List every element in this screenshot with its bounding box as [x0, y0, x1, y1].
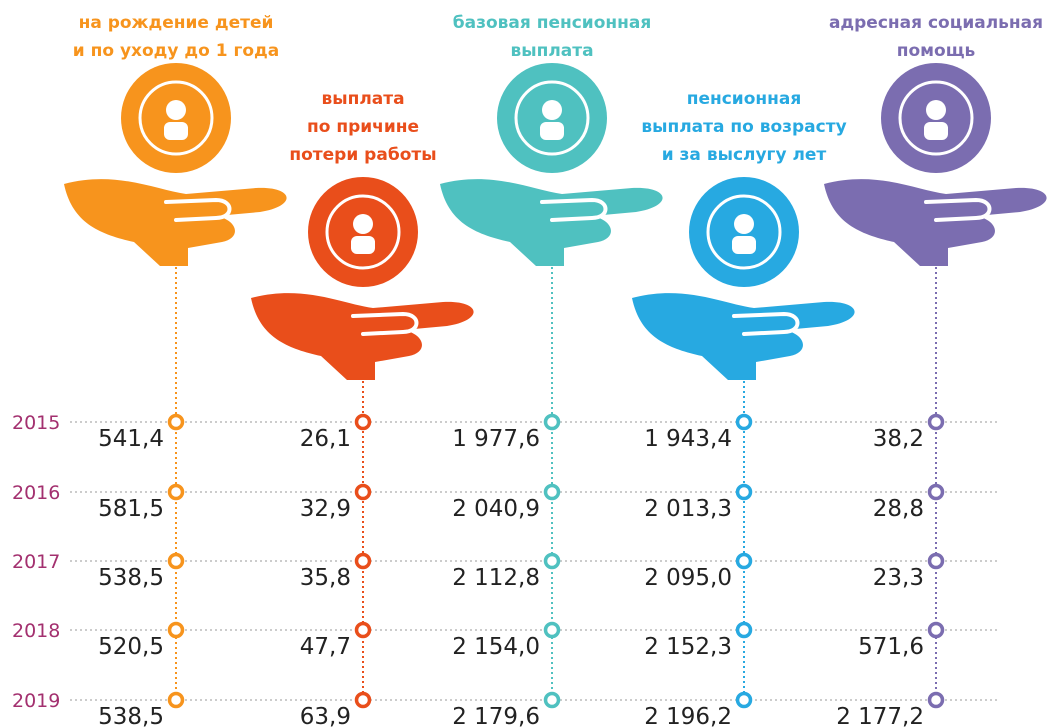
- row-marker: [357, 555, 370, 568]
- row-marker: [170, 694, 183, 707]
- column-title: и по уходу до 1 года: [73, 41, 279, 61]
- value-label: 1 943,4: [644, 426, 732, 452]
- icon-glyph: [734, 214, 754, 234]
- value-label: 26,1: [300, 426, 351, 452]
- row-marker: [170, 624, 183, 637]
- row-marker: [546, 555, 559, 568]
- row-marker: [546, 624, 559, 637]
- hand: [251, 293, 474, 380]
- row-marker: [930, 555, 943, 568]
- icon-glyph: [540, 122, 564, 140]
- value-label: 2 154,0: [452, 634, 540, 660]
- value-label: 2 179,6: [452, 704, 540, 728]
- row-marker: [930, 694, 943, 707]
- year-label: 2016: [12, 482, 60, 504]
- column-title: потери работы: [289, 145, 436, 165]
- year-label: 2017: [12, 551, 60, 573]
- icon-glyph: [542, 100, 562, 120]
- hand: [632, 293, 855, 380]
- value-label: 38,2: [873, 426, 924, 452]
- row-marker: [170, 416, 183, 429]
- column-title: адресная социальная: [829, 13, 1043, 33]
- hand: [64, 179, 287, 266]
- hand: [440, 179, 663, 266]
- row-marker: [546, 416, 559, 429]
- icon-glyph: [926, 100, 946, 120]
- year-label: 2015: [12, 412, 60, 434]
- row-marker: [546, 694, 559, 707]
- icon-glyph: [732, 236, 756, 254]
- icon-glyph: [351, 236, 375, 254]
- row-marker: [357, 486, 370, 499]
- column-title: базовая пенсионная: [453, 13, 652, 33]
- column-title: пенсионная: [687, 89, 802, 109]
- value-label: 2 013,3: [644, 496, 732, 522]
- value-label: 581,5: [98, 496, 164, 522]
- year-label: 2019: [12, 690, 60, 712]
- row-marker: [930, 624, 943, 637]
- column-title: по причине: [307, 117, 419, 137]
- value-label: 538,5: [98, 565, 164, 591]
- value-label: 63,9: [300, 704, 351, 728]
- value-label: 2 196,2: [644, 704, 732, 728]
- value-label: 541,4: [98, 426, 164, 452]
- row-marker: [170, 555, 183, 568]
- row-marker: [357, 624, 370, 637]
- value-label: 32,9: [300, 496, 351, 522]
- value-label: 35,8: [300, 565, 351, 591]
- column-title: выплата: [510, 41, 593, 61]
- column-title: помощь: [897, 41, 976, 61]
- infographic: 2015 2016 2017 2018 2019 на рождение детей и п…: [0, 0, 1056, 728]
- row-marker: [738, 486, 751, 499]
- icon-glyph: [164, 122, 188, 140]
- column-title: на рождение детей: [79, 13, 274, 33]
- value-label: 2 152,3: [644, 634, 732, 660]
- icon-glyph: [353, 214, 373, 234]
- value-label: 2 112,8: [452, 565, 540, 591]
- value-label: 538,5: [98, 704, 164, 728]
- row-marker: [738, 416, 751, 429]
- hand: [824, 179, 1047, 266]
- value-label: 1 977,6: [452, 426, 540, 452]
- value-label: 2 040,9: [452, 496, 540, 522]
- row-marker: [930, 486, 943, 499]
- value-label: 571,6: [858, 634, 924, 660]
- row-marker: [170, 486, 183, 499]
- row-marker: [930, 416, 943, 429]
- row-marker: [357, 416, 370, 429]
- value-label: 520,5: [98, 634, 164, 660]
- row-marker: [738, 624, 751, 637]
- row-marker: [738, 555, 751, 568]
- column-title: выплата по возрасту: [641, 117, 846, 137]
- row-marker: [357, 694, 370, 707]
- value-label: 28,8: [873, 496, 924, 522]
- value-label: 2 177,2: [836, 704, 924, 728]
- icon-glyph: [166, 100, 186, 120]
- column-title: выплата: [321, 89, 404, 109]
- column-title: и за выслугу лет: [662, 145, 827, 165]
- icon-glyph: [924, 122, 948, 140]
- year-label: 2018: [12, 620, 60, 642]
- value-label: 23,3: [873, 565, 924, 591]
- row-marker: [738, 694, 751, 707]
- value-label: 47,7: [300, 634, 351, 660]
- value-label: 2 095,0: [644, 565, 732, 591]
- row-marker: [546, 486, 559, 499]
